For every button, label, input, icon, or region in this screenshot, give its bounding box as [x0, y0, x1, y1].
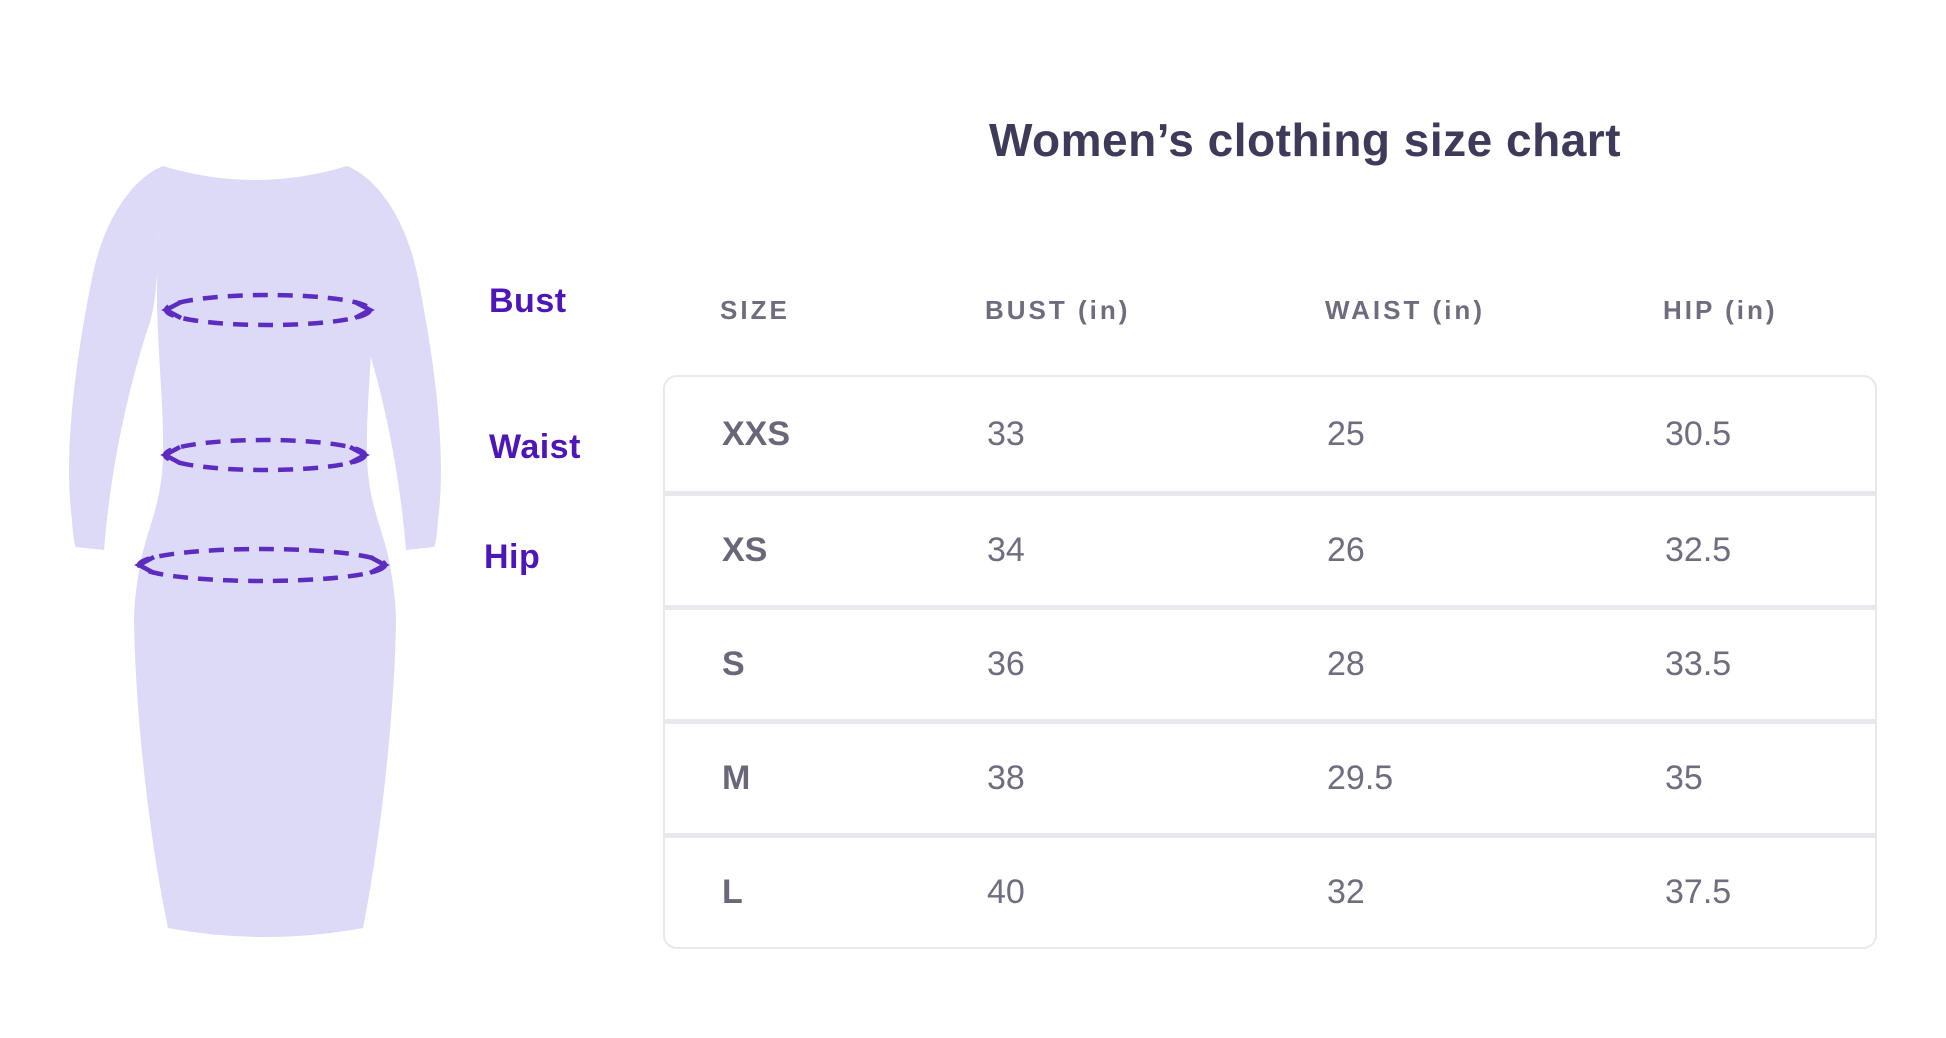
cell-hip: 30.5: [1665, 414, 1732, 453]
cell-size-name: L: [722, 873, 743, 911]
bust-label: Bust: [489, 282, 567, 320]
dress-body-shape: [134, 166, 396, 937]
page-title: Women’s clothing size chart: [988, 114, 1622, 166]
column-header-size: SIZE: [720, 294, 790, 325]
cell-bust: 33: [987, 414, 1025, 453]
dress-right-sleeve: [347, 166, 441, 550]
waist-label: Waist: [489, 428, 581, 466]
cell-hip: 35: [1665, 759, 1703, 797]
column-header-bust: BUST (in): [985, 294, 1131, 325]
cell-size-name: XS: [722, 531, 768, 569]
column-header-hip: HIP (in): [1663, 294, 1778, 325]
bust-measure-line: [161, 292, 375, 328]
cell-waist: 28: [1327, 645, 1365, 683]
cell-bust: 40: [987, 873, 1025, 911]
cell-bust: 34: [987, 531, 1025, 569]
cell-waist: 25: [1327, 414, 1365, 453]
size-table-header: SIZE BUST (in) WAIST (in) HIP (in): [663, 290, 1873, 330]
size-table: XXS 33 25 30.5 XS 34 26 32.5 S 36 28 33.5 M 38 29.5 35 L…: [663, 375, 1877, 949]
cell-size-name: XXS: [722, 414, 791, 453]
cell-bust: 36: [987, 645, 1025, 683]
cell-hip: 37.5: [1665, 873, 1732, 911]
cell-waist: 32: [1327, 873, 1365, 911]
waist-measure-line: [160, 437, 370, 473]
hip-measure-line: [134, 546, 390, 584]
table-row-m: M 38 29.5 35: [665, 719, 1875, 833]
cell-size-name: M: [722, 759, 751, 797]
cell-size-name: S: [722, 645, 745, 683]
cell-hip: 33.5: [1665, 645, 1732, 683]
column-header-waist: WAIST (in): [1325, 294, 1485, 325]
table-row-xs: XS 34 26 32.5: [665, 491, 1875, 605]
hip-label: Hip: [484, 538, 541, 576]
table-row-s: S 36 28 33.5: [665, 605, 1875, 719]
cell-bust: 38: [987, 759, 1025, 797]
cell-waist: 29.5: [1327, 759, 1394, 797]
dress-left-sleeve: [69, 166, 163, 550]
cell-waist: 26: [1327, 531, 1365, 569]
table-row-l: L 40 32 37.5: [665, 833, 1875, 947]
table-row-xxs: XXS 33 25 30.5: [665, 377, 1875, 491]
cell-hip: 32.5: [1665, 531, 1732, 569]
